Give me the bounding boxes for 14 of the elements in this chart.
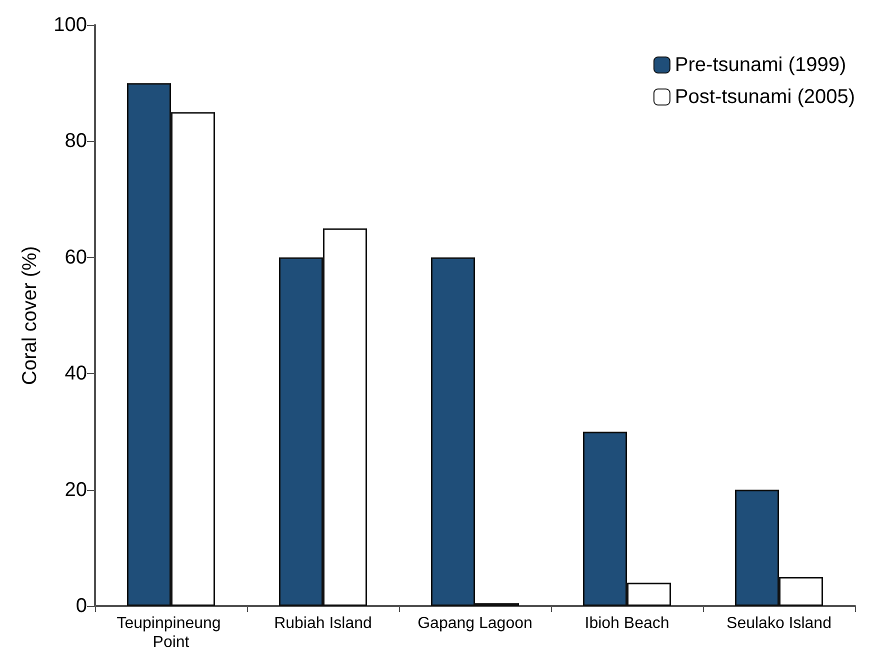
y-tick-label: 60 (64, 246, 87, 268)
x-tick-label: Teupinpineung Point (116, 615, 226, 651)
y-axis-title: Coral cover (%) (19, 246, 41, 385)
x-tick-label: Rubiah Island (274, 615, 372, 632)
y-tick-label: 20 (64, 478, 87, 501)
legend-label: Pre-tsunami (1999) (674, 54, 846, 76)
x-tick-label: Gapang Lagoon (418, 615, 532, 632)
x-tick-label: Seulako Island (726, 615, 832, 632)
legend-label: Post-tsunami (2005) (674, 86, 855, 108)
y-tick-label: 100 (54, 14, 87, 36)
y-tick-label: 0 (76, 595, 87, 617)
y-tick-label: 80 (64, 130, 87, 152)
y-tick-label: 40 (64, 362, 87, 385)
x-tick-label: Ibioh Beach (584, 615, 670, 632)
